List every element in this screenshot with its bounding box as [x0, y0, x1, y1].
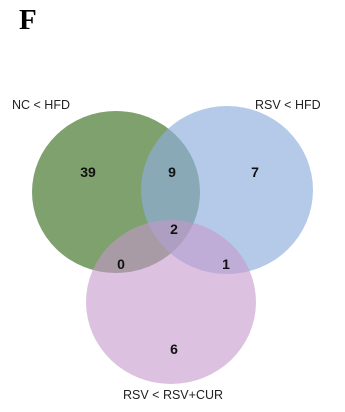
venn-circle-rsv-cur — [86, 220, 256, 384]
count-nc-hfd-and-rsv-hfd: 9 — [168, 164, 176, 180]
count-nc-hfd-only: 39 — [80, 164, 96, 180]
set-label-rsv-cur: RSV < RSV+CUR — [123, 388, 224, 402]
panel-letter: F — [19, 4, 37, 36]
count-rsv-hfd-and-rsv-cur: 1 — [222, 256, 230, 272]
count-rsv-cur-only: 6 — [170, 341, 178, 357]
count-rsv-hfd-only: 7 — [251, 164, 259, 180]
count-all-three: 2 — [170, 221, 178, 237]
count-nc-hfd-and-rsv-cur: 0 — [117, 256, 125, 272]
set-label-nc-hfd: NC < HFD — [12, 98, 70, 112]
set-label-rsv-hfd: RSV < HFD — [255, 98, 321, 112]
